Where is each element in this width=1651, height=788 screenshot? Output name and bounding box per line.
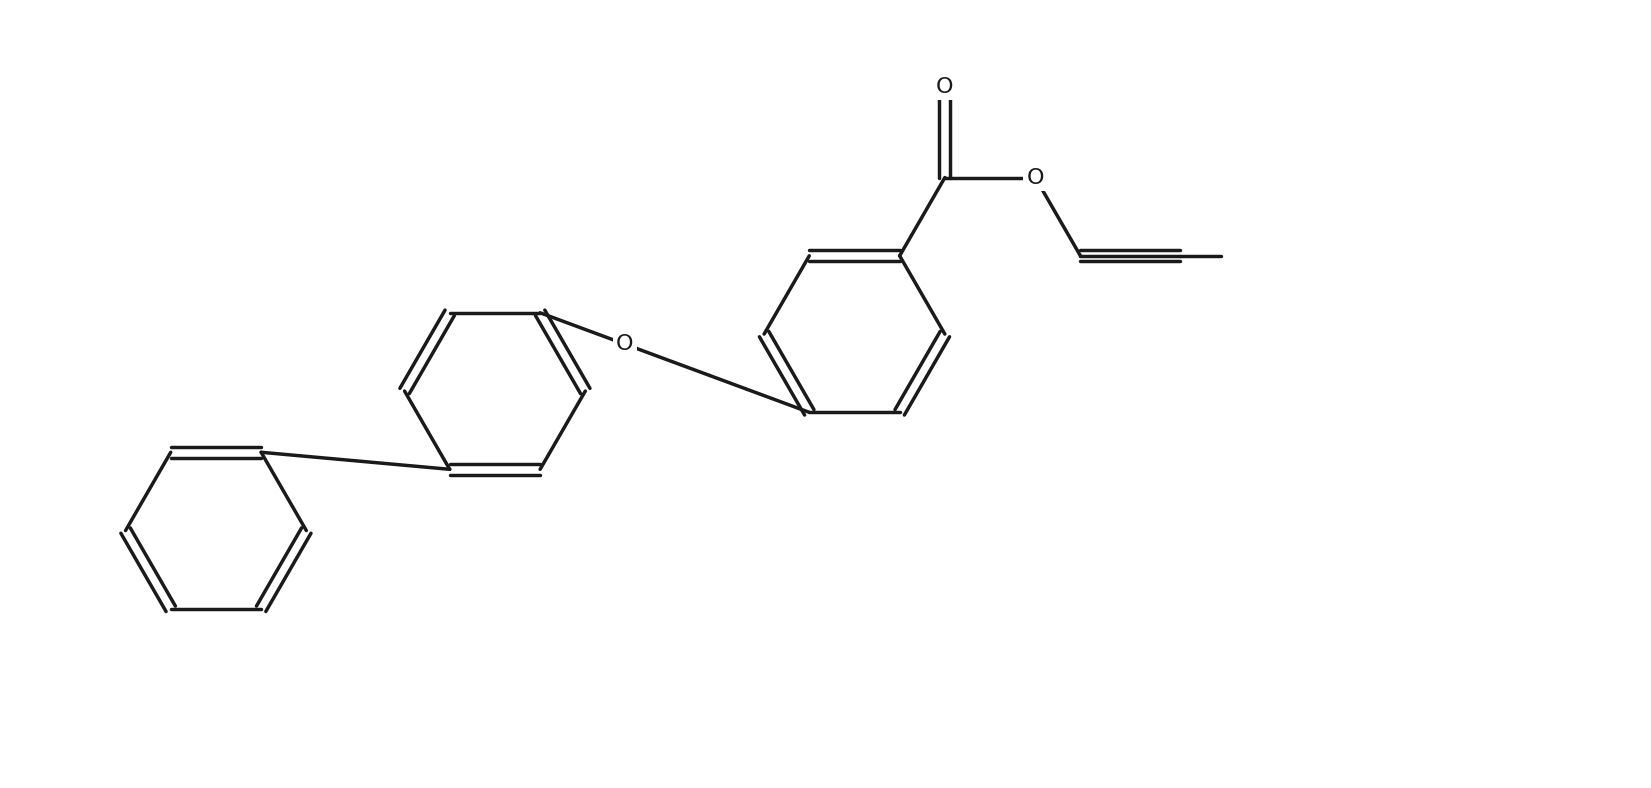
Text: O: O [616, 334, 634, 354]
Text: O: O [1027, 168, 1043, 188]
Text: O: O [936, 77, 954, 97]
